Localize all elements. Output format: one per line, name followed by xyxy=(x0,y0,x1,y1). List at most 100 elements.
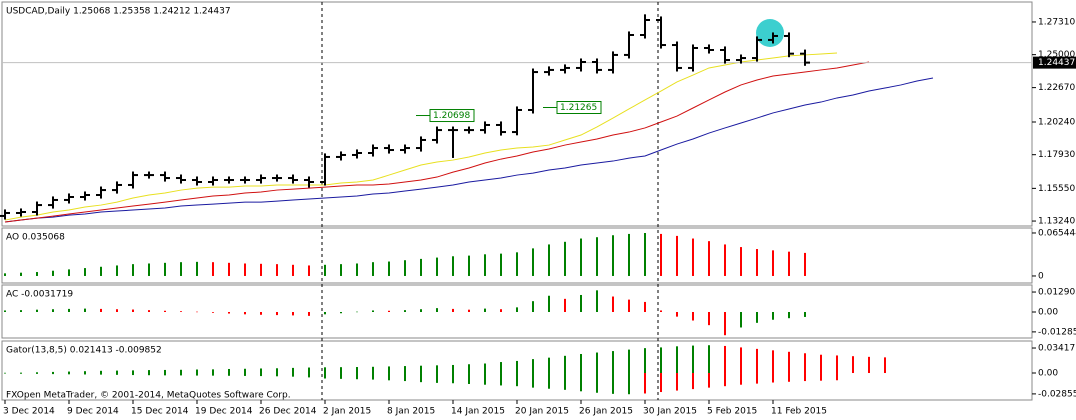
price-label-box xyxy=(556,101,602,115)
histogram-bar xyxy=(132,309,134,312)
histogram-bar xyxy=(724,345,726,374)
histogram-bar xyxy=(436,257,438,276)
histogram-bar xyxy=(452,364,454,374)
histogram-bar xyxy=(244,312,246,315)
histogram-bar xyxy=(660,233,662,276)
histogram-bar xyxy=(740,347,742,374)
histogram-bar xyxy=(388,366,390,374)
x-tick-label: 8 Jan 2015 xyxy=(387,407,435,417)
histogram-bar xyxy=(580,238,582,276)
histogram-bar xyxy=(324,367,326,374)
histogram-bar xyxy=(212,373,214,376)
histogram-bar xyxy=(340,373,342,379)
histogram-bar xyxy=(484,363,486,374)
histogram-bar xyxy=(532,301,534,312)
x-tick-label: 11 Feb 2015 xyxy=(771,407,827,417)
histogram-bar xyxy=(292,367,294,374)
histogram-bar xyxy=(244,263,246,276)
histogram-bar xyxy=(68,269,70,276)
histogram-bar xyxy=(836,373,838,381)
histogram-bar xyxy=(628,299,630,312)
histogram-bar xyxy=(756,312,758,323)
histogram-bar xyxy=(740,373,742,385)
histogram-bar xyxy=(820,354,822,374)
histogram-bar xyxy=(676,373,678,391)
histogram-bar xyxy=(244,368,246,374)
y-tick-label: 1.25000 xyxy=(1038,50,1075,60)
histogram-bar xyxy=(164,369,166,374)
histogram-bar xyxy=(772,350,774,374)
panel-title: AO 0.035068 xyxy=(6,233,65,243)
histogram-bar xyxy=(692,373,694,390)
chart-title: USDCAD,Daily 1.25068 1.25358 1.24212 1.2… xyxy=(6,7,231,17)
histogram-bar xyxy=(692,238,694,276)
y-tick-label: 1.13240 xyxy=(1038,217,1075,227)
histogram-bar xyxy=(660,347,662,374)
histogram-bar xyxy=(228,312,230,314)
histogram-bar xyxy=(52,373,54,375)
x-tick-label: 15 Dec 2014 xyxy=(131,407,189,417)
y-tick-label: 0 xyxy=(1038,271,1044,281)
histogram-bar xyxy=(612,351,614,374)
histogram-bar xyxy=(100,266,102,276)
y-tick-label: 1.22670 xyxy=(1038,83,1075,93)
histogram-bar xyxy=(132,264,134,276)
histogram-bar xyxy=(260,368,262,374)
x-tick-label: 19 Dec 2014 xyxy=(195,407,253,417)
histogram-bar xyxy=(116,309,118,312)
histogram-bar xyxy=(820,373,822,381)
histogram-bar xyxy=(532,359,534,374)
histogram-bar xyxy=(580,373,582,392)
histogram-bar xyxy=(36,373,38,374)
histogram-bar xyxy=(276,264,278,276)
histogram-bar xyxy=(36,372,38,374)
histogram-bar xyxy=(308,367,310,374)
histogram-bar xyxy=(644,348,646,374)
histogram-bar xyxy=(452,308,454,312)
histogram-bar xyxy=(420,365,422,374)
histogram-bar xyxy=(324,312,326,315)
histogram-bar xyxy=(708,345,710,374)
histogram-bar xyxy=(132,373,134,376)
histogram-bar xyxy=(404,373,406,382)
histogram-bar xyxy=(788,251,790,276)
histogram-bar xyxy=(548,373,550,389)
histogram-bar xyxy=(468,373,470,384)
x-tick-label: 26 Jan 2015 xyxy=(579,407,633,417)
histogram-bar xyxy=(148,263,150,276)
histogram-bar xyxy=(180,369,182,374)
histogram-bar xyxy=(36,309,38,312)
histogram-bar xyxy=(804,373,806,382)
histogram-bar xyxy=(356,367,358,374)
histogram-bar xyxy=(436,373,438,383)
histogram-bar xyxy=(724,373,726,387)
histogram-bar xyxy=(628,233,630,276)
histogram-bar xyxy=(708,312,710,326)
y-tick-label: 1.17930 xyxy=(1038,150,1075,160)
histogram-bar xyxy=(516,360,518,374)
histogram-bar xyxy=(276,312,278,316)
histogram-bar xyxy=(596,290,598,312)
histogram-bar xyxy=(340,312,342,314)
histogram-bar xyxy=(20,310,22,312)
histogram-bar xyxy=(676,312,678,317)
histogram-bar xyxy=(116,373,118,375)
histogram-bar xyxy=(724,312,726,336)
histogram-bar xyxy=(260,312,262,315)
ma-line xyxy=(4,52,838,221)
histogram-bar xyxy=(20,373,22,374)
histogram-bar xyxy=(404,310,406,312)
histogram-bar xyxy=(308,312,310,316)
histogram-bar xyxy=(708,241,710,276)
histogram-bar xyxy=(84,308,86,312)
histogram-bar xyxy=(564,373,566,390)
histogram-bar xyxy=(292,312,294,316)
histogram-bar xyxy=(548,357,550,374)
histogram-bar xyxy=(292,373,294,377)
histogram-bar xyxy=(420,258,422,276)
current-price-label: 1.24437 xyxy=(1038,58,1075,68)
histogram-bar xyxy=(548,295,550,312)
histogram-bar xyxy=(772,312,774,320)
histogram-bar xyxy=(740,247,742,276)
histogram-bar xyxy=(468,255,470,276)
